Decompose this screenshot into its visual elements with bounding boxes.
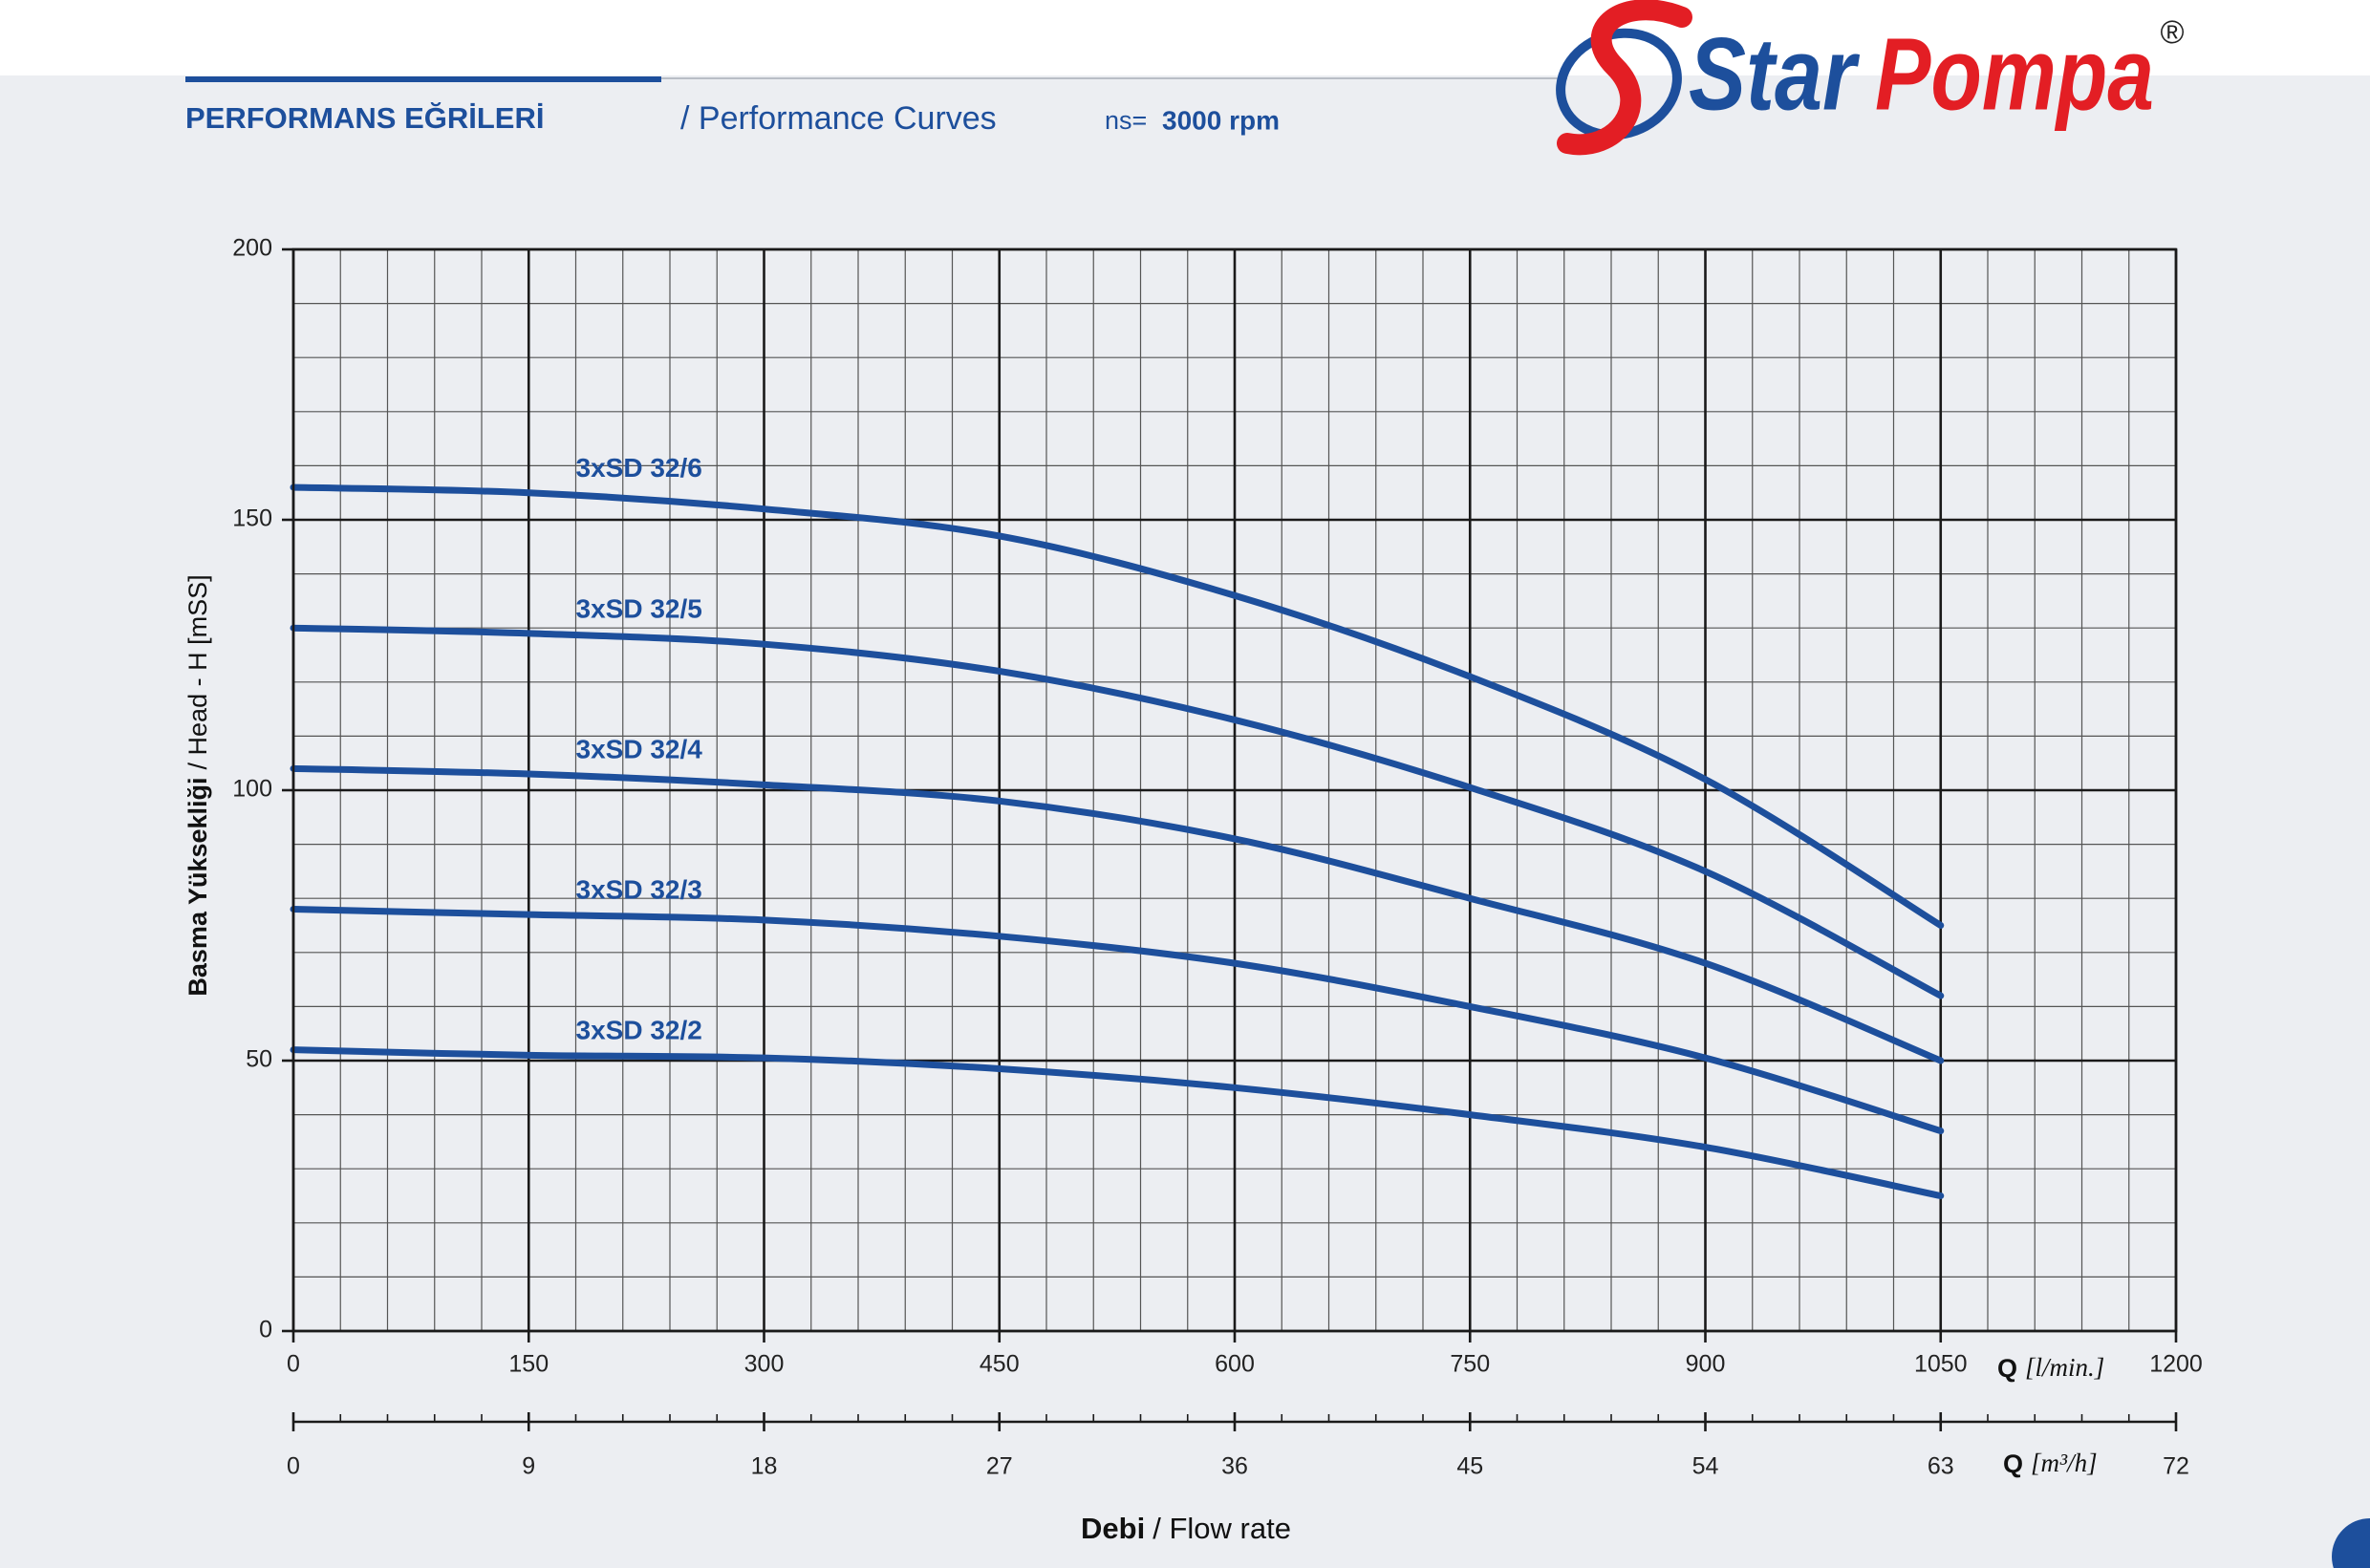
x2-tick-label: 27 (986, 1453, 1013, 1480)
x-tick-label: 150 (508, 1351, 549, 1378)
curve (290, 483, 1945, 929)
series-label: 3xSD 32/2 (576, 1016, 702, 1045)
header-rule (185, 76, 661, 82)
y-tick-label: 0 (259, 1317, 272, 1343)
x-tick-label: 0 (287, 1351, 300, 1378)
curve (290, 906, 1945, 1135)
chart-subtitle: / Performance Curves (680, 100, 997, 137)
logo-swirl (1557, 0, 1692, 156)
x-axis-label-rest: / Flow rate (1153, 1512, 1291, 1545)
curve (290, 1046, 1945, 1199)
x2-tick-label: 9 (522, 1453, 535, 1480)
speed-label: ns= (1105, 106, 1147, 135)
x2-unit-symbol: Q (2003, 1450, 2023, 1478)
x2-tick-label: 63 (1928, 1453, 1954, 1480)
series-label: 3xSD 32/5 (576, 593, 702, 623)
header-band (0, 0, 2370, 75)
x-unit: Q [l/min.] (1997, 1353, 2104, 1383)
x2-unit: Q [m³/h] (2003, 1449, 2098, 1478)
brand-first: Star (1689, 16, 1860, 132)
y-tick-label: 200 (232, 235, 272, 262)
x-tick-label: 300 (744, 1351, 785, 1378)
x-tick-label: 1050 (1914, 1351, 1968, 1378)
curve (290, 624, 1945, 999)
series-label: 3xSD 32/4 (576, 734, 703, 763)
speed: 3000 rpm (1162, 105, 1280, 135)
x-unit-symbol: Q (1997, 1354, 2017, 1383)
y-axis-label: Basma Yüksekliği / Head - H [mSS] (183, 574, 212, 996)
x2-unit-text: [m³/h] (2031, 1449, 2098, 1477)
x2-tick-label: 54 (1692, 1453, 1719, 1480)
brand-second: Pompa (1875, 16, 2154, 132)
x2-tick-label: 45 (1456, 1453, 1483, 1480)
x-tick-label: 450 (980, 1351, 1020, 1378)
x-unit-text: [l/min.] (2025, 1353, 2104, 1382)
plot-frame (291, 247, 2178, 1333)
series-label: 3xSD 32/3 (576, 875, 702, 905)
x2-tick-label: 18 (751, 1453, 778, 1480)
y-tick-label: 100 (232, 776, 272, 803)
x-axis-label-bold: Debi (1081, 1512, 1145, 1545)
x-tick-label: 600 (1215, 1351, 1255, 1378)
series-label: 3xSD 32/6 (576, 453, 702, 483)
x-tick-label: 900 (1686, 1351, 1726, 1378)
x2-tick-label: 36 (1221, 1453, 1248, 1480)
y-tick-label: 50 (246, 1046, 272, 1073)
logo: Star Pompa ® (1556, 0, 2185, 156)
x2-tick-label: 0 (287, 1453, 300, 1480)
y-axis-label-rest: / Head - H [mSS] (183, 574, 212, 769)
corner-badge (2332, 1518, 2370, 1568)
brand-mark: ® (2160, 14, 2184, 51)
x-tick-label: 1200 (2149, 1351, 2203, 1378)
chart-title: PERFORMANS EĞRİLERİ (185, 101, 544, 135)
y-axis-label-bold: Basma Yüksekliği (183, 777, 212, 996)
x-axis-label: Debi / Flow rate (1081, 1512, 1291, 1545)
curve (290, 764, 1945, 1064)
x-tick-label: 750 (1450, 1351, 1490, 1378)
y-tick-label: 150 (232, 505, 272, 532)
x2-tick-label: 72 (2163, 1453, 2189, 1480)
